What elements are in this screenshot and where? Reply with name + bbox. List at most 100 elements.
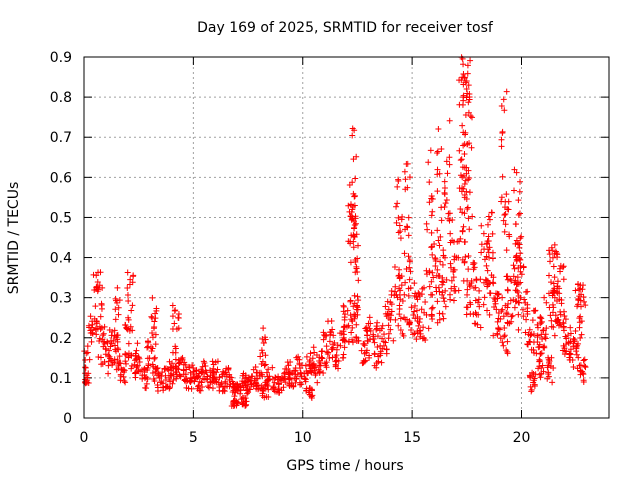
data-point [573, 344, 580, 351]
data-point [485, 213, 492, 220]
data-point [261, 394, 268, 401]
data-point [418, 306, 425, 313]
data-point [351, 224, 358, 231]
data-point [477, 324, 484, 331]
data-point [540, 327, 547, 334]
data-point [124, 284, 131, 291]
data-point [269, 364, 276, 371]
data-point [395, 322, 402, 329]
data-point [507, 276, 514, 283]
data-point [516, 299, 523, 306]
data-point [240, 370, 247, 377]
data-point [248, 381, 255, 388]
data-point [511, 187, 518, 194]
data-point [225, 365, 232, 372]
data-point [393, 203, 400, 210]
data-point [347, 297, 354, 304]
data-point [489, 255, 496, 262]
data-point [415, 322, 422, 329]
data-point [463, 94, 470, 101]
data-point [435, 126, 442, 133]
data-point [467, 113, 474, 120]
data-point [500, 96, 507, 103]
data-point [233, 386, 240, 393]
data-point [214, 358, 221, 365]
data-point [450, 268, 457, 275]
data-point [382, 303, 389, 310]
data-point [460, 61, 467, 68]
data-point [498, 194, 505, 201]
data-point [325, 349, 332, 356]
data-point [112, 316, 119, 323]
data-point [577, 362, 584, 369]
data-points [81, 54, 589, 410]
data-point [378, 359, 385, 366]
data-point [423, 311, 430, 318]
data-point [408, 304, 415, 311]
data-point [209, 385, 216, 392]
data-point [411, 308, 418, 315]
data-point [151, 354, 158, 361]
data-point [256, 372, 263, 379]
data-point [150, 375, 157, 382]
data-point [440, 247, 447, 254]
data-point [354, 311, 361, 318]
data-point [567, 357, 574, 364]
data-point [440, 279, 447, 286]
data-point [556, 290, 563, 297]
data-point [401, 291, 408, 298]
data-point [441, 298, 448, 305]
data-point [515, 293, 522, 300]
data-point [474, 321, 481, 328]
data-point [342, 311, 349, 318]
data-point [551, 241, 558, 248]
grid-lines [84, 57, 609, 418]
data-point [332, 353, 339, 360]
data-point [439, 261, 446, 268]
data-point [241, 394, 248, 401]
data-point [411, 280, 418, 287]
data-point [529, 369, 536, 376]
data-point [438, 146, 445, 153]
data-point [499, 339, 506, 346]
data-point [560, 327, 567, 334]
data-point [425, 325, 432, 332]
data-point [132, 374, 139, 381]
data-point [457, 235, 464, 242]
data-point [511, 265, 518, 272]
data-point [261, 362, 268, 369]
data-point [497, 335, 504, 342]
data-point [352, 175, 359, 182]
data-point [514, 274, 521, 281]
data-point [448, 285, 455, 292]
data-point [252, 363, 259, 370]
data-point [199, 383, 206, 390]
data-point [330, 332, 337, 339]
data-point [528, 386, 535, 393]
data-point [436, 288, 443, 295]
data-point [213, 376, 220, 383]
data-point [90, 271, 97, 278]
data-point [202, 362, 209, 369]
data-point [577, 285, 584, 292]
data-point [554, 316, 561, 323]
data-point [374, 344, 381, 351]
data-point [434, 188, 441, 195]
data-point [517, 178, 524, 185]
data-point [467, 283, 474, 290]
data-point [460, 142, 467, 149]
data-point [285, 362, 292, 369]
data-point [405, 292, 412, 299]
data-point [327, 331, 334, 338]
data-point [382, 339, 389, 346]
data-point [248, 373, 255, 380]
data-point [513, 252, 520, 259]
data-point [361, 342, 368, 349]
data-point [305, 389, 312, 396]
data-point [260, 325, 267, 332]
data-point [134, 368, 141, 375]
data-point [317, 362, 324, 369]
data-point [580, 357, 587, 364]
data-point [472, 297, 479, 304]
data-point [259, 336, 266, 343]
